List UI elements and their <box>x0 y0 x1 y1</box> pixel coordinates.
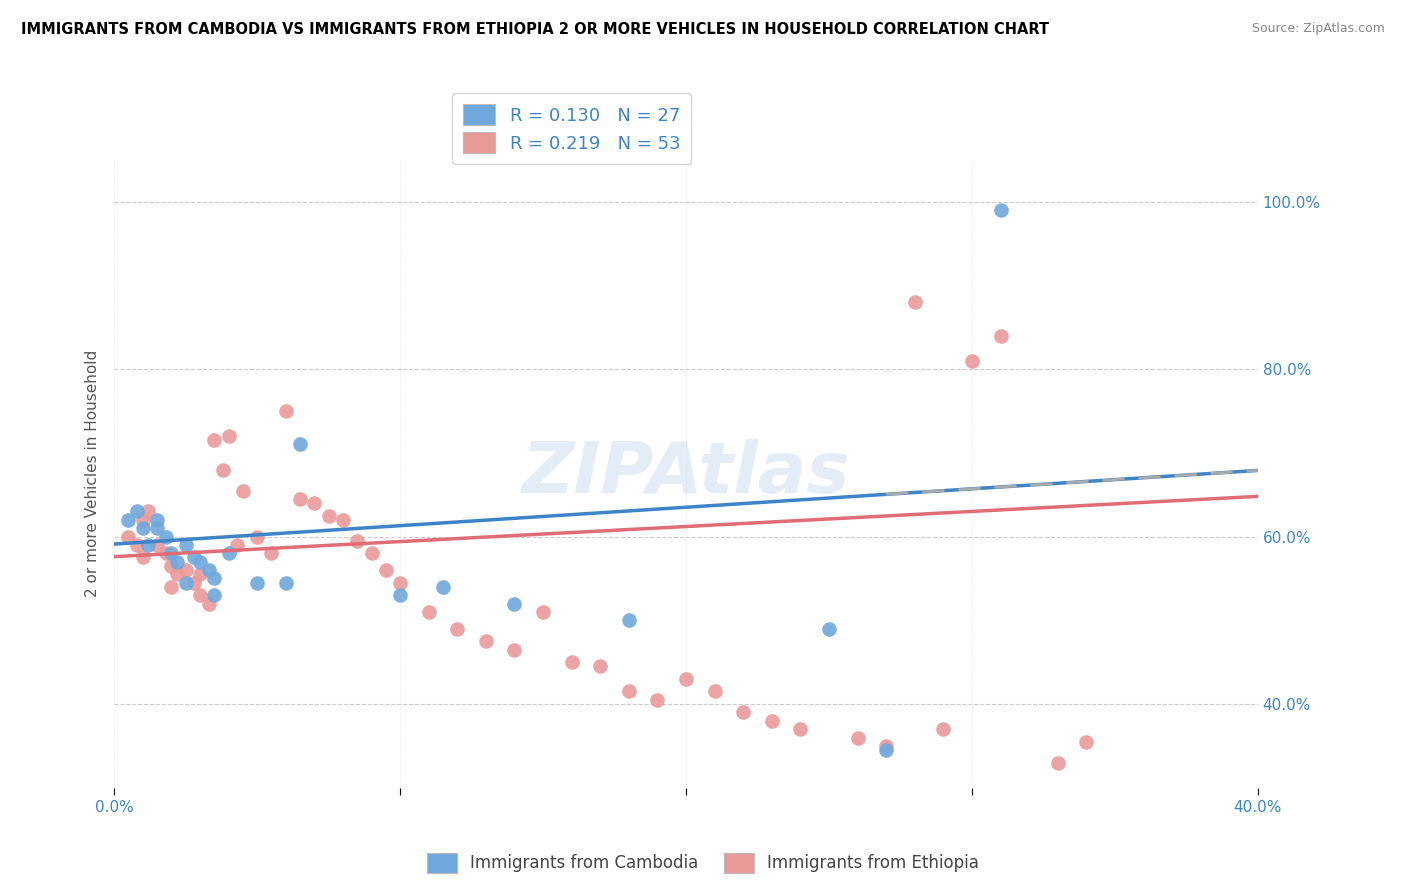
Point <box>332 513 354 527</box>
Point <box>318 508 340 523</box>
Point <box>218 546 240 560</box>
Point <box>360 546 382 560</box>
Text: ZIPAtlas: ZIPAtlas <box>522 439 851 508</box>
Point <box>174 563 197 577</box>
Point <box>932 722 955 736</box>
Point <box>218 429 240 443</box>
Legend: Immigrants from Cambodia, Immigrants from Ethiopia: Immigrants from Cambodia, Immigrants fro… <box>420 847 986 880</box>
Point <box>875 739 897 753</box>
Point <box>617 613 640 627</box>
Point <box>503 642 526 657</box>
Point <box>125 504 148 518</box>
Point <box>617 684 640 698</box>
Point <box>561 655 583 669</box>
Point <box>117 530 139 544</box>
Point <box>183 575 205 590</box>
Point <box>789 722 811 736</box>
Point <box>146 538 169 552</box>
Point <box>274 404 297 418</box>
Point <box>138 538 160 552</box>
Point <box>274 575 297 590</box>
Point <box>183 550 205 565</box>
Point <box>374 563 396 577</box>
Point <box>160 580 183 594</box>
Point <box>904 295 927 310</box>
Point <box>503 597 526 611</box>
Point <box>389 575 412 590</box>
Point <box>647 693 669 707</box>
Point <box>990 202 1012 217</box>
Point <box>703 684 725 698</box>
Point <box>288 437 311 451</box>
Point <box>246 575 269 590</box>
Point <box>304 496 326 510</box>
Point <box>226 538 249 552</box>
Point <box>211 462 233 476</box>
Y-axis label: 2 or more Vehicles in Household: 2 or more Vehicles in Household <box>86 351 100 598</box>
Point <box>446 622 468 636</box>
Point <box>246 530 269 544</box>
Point <box>960 353 983 368</box>
Point <box>132 521 155 535</box>
Text: Source: ZipAtlas.com: Source: ZipAtlas.com <box>1251 22 1385 36</box>
Point <box>432 580 454 594</box>
Point <box>117 513 139 527</box>
Point <box>132 513 155 527</box>
Point <box>418 605 440 619</box>
Point <box>675 672 697 686</box>
Point <box>197 563 219 577</box>
Point <box>197 597 219 611</box>
Point <box>202 434 225 448</box>
Point <box>174 575 197 590</box>
Point <box>475 634 498 648</box>
Point <box>1076 735 1098 749</box>
Point <box>389 588 412 602</box>
Point <box>155 530 177 544</box>
Point <box>132 550 155 565</box>
Point <box>232 483 254 498</box>
Point <box>202 571 225 585</box>
Point <box>188 588 211 602</box>
Point <box>846 731 869 745</box>
Point <box>125 538 148 552</box>
Point <box>531 605 554 619</box>
Point <box>160 558 183 573</box>
Point <box>202 588 225 602</box>
Point <box>166 555 188 569</box>
Point <box>160 546 183 560</box>
Point <box>990 328 1012 343</box>
Point <box>589 659 612 673</box>
Point <box>166 567 188 582</box>
Point <box>346 533 368 548</box>
Point <box>761 714 783 728</box>
Point <box>288 491 311 506</box>
Legend: R = 0.130   N = 27, R = 0.219   N = 53: R = 0.130 N = 27, R = 0.219 N = 53 <box>453 94 692 164</box>
Point <box>188 567 211 582</box>
Point <box>138 504 160 518</box>
Point <box>875 743 897 757</box>
Point <box>146 521 169 535</box>
Point <box>1046 756 1069 770</box>
Text: IMMIGRANTS FROM CAMBODIA VS IMMIGRANTS FROM ETHIOPIA 2 OR MORE VEHICLES IN HOUSE: IMMIGRANTS FROM CAMBODIA VS IMMIGRANTS F… <box>21 22 1049 37</box>
Point <box>174 538 197 552</box>
Point <box>818 622 841 636</box>
Point <box>733 706 755 720</box>
Point <box>260 546 283 560</box>
Point <box>188 555 211 569</box>
Point <box>155 546 177 560</box>
Point <box>146 513 169 527</box>
